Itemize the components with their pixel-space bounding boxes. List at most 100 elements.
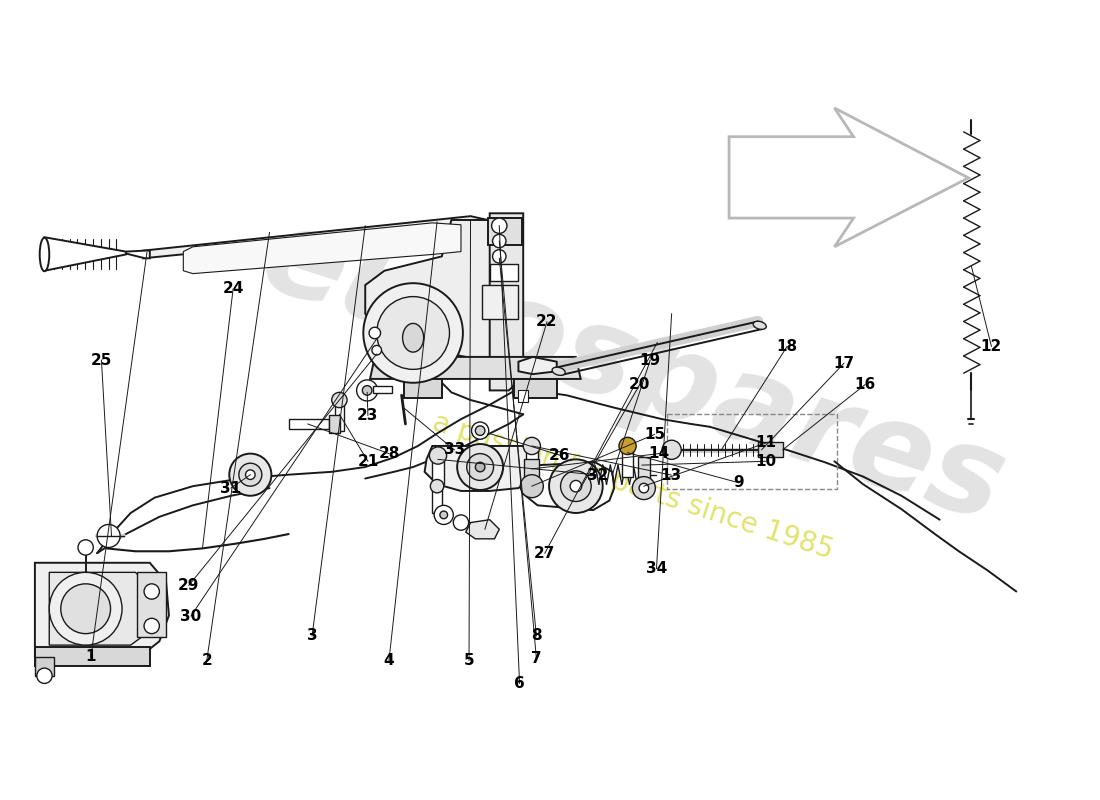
Circle shape <box>453 515 469 530</box>
Circle shape <box>245 470 255 479</box>
Text: 11: 11 <box>756 435 777 450</box>
Text: 15: 15 <box>644 427 666 442</box>
Ellipse shape <box>40 238 49 271</box>
Text: 4: 4 <box>384 653 394 668</box>
Polygon shape <box>404 379 442 398</box>
Bar <box>490 264 518 282</box>
Circle shape <box>97 525 120 547</box>
Text: 27: 27 <box>535 546 556 561</box>
Text: a passion for parts since 1985: a passion for parts since 1985 <box>429 408 837 564</box>
Bar <box>525 459 539 481</box>
Text: 31: 31 <box>220 481 242 495</box>
Polygon shape <box>35 657 54 676</box>
Ellipse shape <box>403 323 424 352</box>
Text: 26: 26 <box>549 448 571 462</box>
Bar <box>518 390 528 402</box>
Circle shape <box>78 540 94 555</box>
Bar <box>482 285 518 318</box>
Circle shape <box>619 438 636 454</box>
Ellipse shape <box>754 322 767 330</box>
Circle shape <box>440 511 448 518</box>
Text: 24: 24 <box>222 282 244 297</box>
Polygon shape <box>35 562 169 657</box>
Circle shape <box>632 477 656 499</box>
Circle shape <box>493 250 506 263</box>
Bar <box>432 455 443 484</box>
Text: 19: 19 <box>639 353 661 368</box>
Circle shape <box>229 454 272 496</box>
Polygon shape <box>44 238 150 270</box>
Circle shape <box>429 447 447 464</box>
Circle shape <box>430 479 443 493</box>
Circle shape <box>466 454 494 481</box>
Circle shape <box>36 668 52 683</box>
Circle shape <box>372 346 382 355</box>
Text: 32: 32 <box>586 467 608 482</box>
Circle shape <box>561 471 591 502</box>
Bar <box>373 386 392 394</box>
Text: 18: 18 <box>777 339 797 354</box>
Bar <box>758 442 783 458</box>
Text: 3: 3 <box>307 629 318 643</box>
Bar <box>487 218 522 245</box>
Text: 16: 16 <box>855 377 876 392</box>
Text: 1: 1 <box>86 649 96 664</box>
Polygon shape <box>143 216 487 258</box>
Bar <box>288 419 329 429</box>
Text: 34: 34 <box>646 561 667 576</box>
Polygon shape <box>465 520 499 539</box>
Circle shape <box>50 572 122 645</box>
Polygon shape <box>35 647 150 666</box>
Text: 33: 33 <box>443 442 465 458</box>
Circle shape <box>376 297 450 370</box>
Text: 12: 12 <box>981 339 1002 354</box>
Polygon shape <box>425 446 538 491</box>
Bar <box>638 458 650 478</box>
Circle shape <box>144 618 159 634</box>
Bar <box>621 443 634 477</box>
Circle shape <box>570 481 582 492</box>
Text: 13: 13 <box>661 467 682 482</box>
Circle shape <box>520 474 543 498</box>
Bar <box>329 415 340 433</box>
Circle shape <box>492 218 507 234</box>
Bar <box>432 486 442 513</box>
Polygon shape <box>729 108 968 247</box>
Text: 29: 29 <box>178 578 199 593</box>
Circle shape <box>662 440 681 459</box>
Circle shape <box>363 283 463 382</box>
Circle shape <box>362 386 372 395</box>
Text: 30: 30 <box>180 609 201 623</box>
Text: 21: 21 <box>358 454 378 469</box>
Text: 8: 8 <box>531 629 541 643</box>
Text: 6: 6 <box>514 676 525 691</box>
Text: 10: 10 <box>756 454 777 469</box>
Circle shape <box>524 438 540 454</box>
Text: 5: 5 <box>464 653 474 668</box>
Polygon shape <box>50 572 152 645</box>
Bar <box>667 414 837 489</box>
Circle shape <box>493 234 506 248</box>
Circle shape <box>332 392 346 408</box>
Bar <box>526 446 538 479</box>
Circle shape <box>356 380 377 401</box>
Polygon shape <box>370 357 581 379</box>
Text: 17: 17 <box>834 356 855 370</box>
Text: 28: 28 <box>378 446 399 461</box>
Text: 22: 22 <box>536 314 558 330</box>
Circle shape <box>370 327 381 338</box>
Text: 9: 9 <box>734 475 744 490</box>
Circle shape <box>475 462 485 472</box>
Circle shape <box>434 506 453 525</box>
Bar <box>138 572 166 638</box>
Polygon shape <box>365 220 518 360</box>
Bar <box>334 400 344 430</box>
Text: 2: 2 <box>201 653 212 668</box>
Circle shape <box>458 444 503 490</box>
Polygon shape <box>490 214 524 390</box>
Ellipse shape <box>552 367 565 375</box>
Text: 23: 23 <box>358 408 378 423</box>
Polygon shape <box>514 379 557 398</box>
Text: 7: 7 <box>531 651 541 666</box>
Text: 14: 14 <box>648 446 669 461</box>
